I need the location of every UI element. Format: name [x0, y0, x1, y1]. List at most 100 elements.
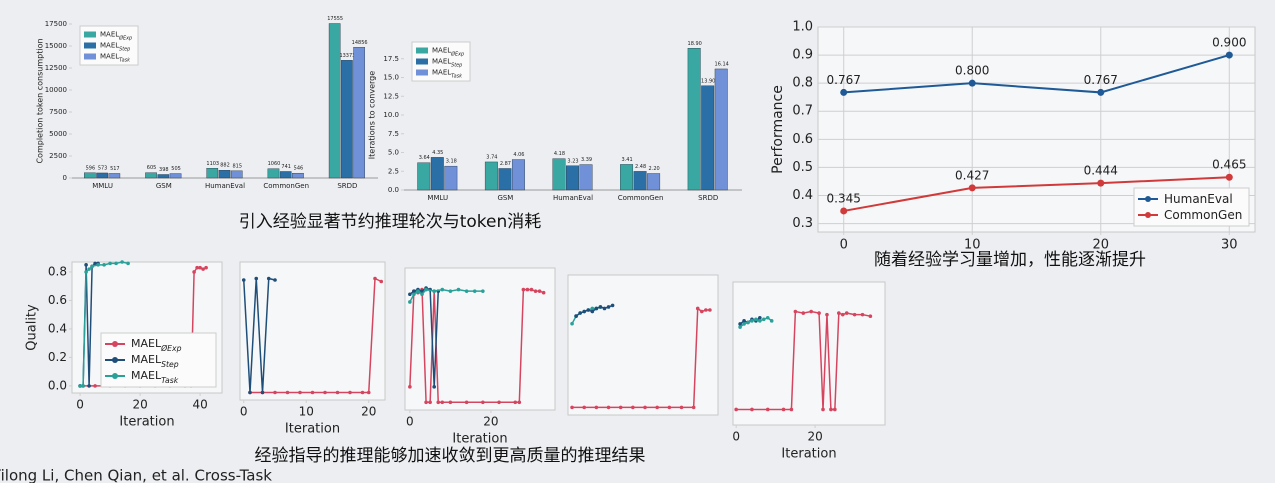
y-tick-label: 10.0 — [383, 111, 399, 119]
x-tick-label: 20 — [361, 405, 376, 419]
point — [537, 289, 542, 293]
legend-swatch — [84, 31, 96, 38]
point — [541, 290, 546, 295]
x-tick-label: MMLU — [92, 182, 113, 190]
legend-name: MAEL — [131, 353, 162, 366]
y-tick-label: 2500 — [49, 152, 67, 160]
x-tick-label: CommonGen — [263, 182, 309, 190]
point — [379, 279, 384, 284]
legend-label: MAELØExp — [100, 31, 132, 42]
point — [631, 405, 635, 410]
point — [570, 321, 574, 326]
bar — [714, 68, 728, 191]
legend-swatch — [416, 69, 428, 76]
value-label: 2.48 — [635, 164, 646, 170]
point — [198, 265, 202, 270]
point — [192, 270, 196, 274]
point — [704, 308, 708, 312]
bar — [498, 168, 512, 191]
point — [529, 287, 534, 292]
point — [78, 384, 82, 388]
point — [833, 407, 837, 412]
point — [348, 390, 352, 395]
point — [323, 390, 327, 395]
point — [765, 315, 770, 320]
legend-swatch — [416, 58, 428, 65]
bar — [417, 162, 431, 191]
point — [436, 400, 441, 405]
value-label: 4.35 — [432, 150, 443, 156]
value-label: 1103 — [206, 161, 219, 167]
point — [517, 400, 522, 405]
y-tick-label: 5000 — [49, 130, 67, 138]
point — [742, 322, 746, 326]
value-label: 14856 — [352, 40, 368, 46]
point — [420, 289, 424, 293]
point — [840, 207, 848, 215]
legend-name: MAEL — [432, 58, 451, 66]
bar — [633, 171, 647, 191]
bar — [620, 164, 634, 191]
point — [758, 319, 762, 323]
point — [860, 312, 865, 317]
point — [408, 292, 412, 297]
y-tick-label: 0.6 — [792, 132, 813, 147]
point — [84, 263, 88, 267]
point — [738, 322, 742, 326]
legend-name: MAEL — [100, 31, 119, 39]
bar — [511, 159, 525, 191]
footer: Yilong Li, Chen Qian, et al. Cross-Task — [0, 467, 272, 483]
bar — [430, 157, 444, 191]
point — [412, 292, 416, 297]
legend-marker — [112, 341, 118, 347]
y-tick-label: 17.5 — [383, 55, 399, 63]
point — [260, 390, 265, 395]
point — [691, 405, 696, 410]
point — [254, 276, 259, 281]
legend-label: MAELStep — [432, 58, 462, 69]
point — [594, 405, 599, 410]
x-tick-label: 20 — [807, 430, 822, 444]
point — [1225, 173, 1233, 181]
point — [81, 384, 85, 388]
x-tick-label: 0 — [240, 405, 248, 419]
point — [750, 407, 754, 412]
legend-swatch — [84, 42, 96, 49]
plot-frame — [239, 261, 386, 401]
point — [120, 260, 124, 264]
point — [360, 390, 365, 395]
value-label: 3.64 — [419, 155, 430, 161]
value-label: 0.767 — [827, 73, 861, 87]
x-tick-label: MMLU — [427, 194, 448, 202]
legend-label: CommonGen — [1164, 208, 1242, 222]
point — [590, 309, 595, 314]
bar — [169, 173, 182, 179]
point — [758, 315, 762, 320]
bar — [279, 171, 292, 179]
y-axis-label: Quality — [25, 304, 40, 351]
value-label: 0.465 — [1212, 158, 1246, 172]
point — [201, 267, 205, 271]
point — [769, 319, 774, 323]
bar — [206, 168, 219, 179]
point — [285, 390, 290, 395]
x-tick-label: 0 — [732, 430, 740, 444]
point — [1097, 179, 1105, 187]
value-label: 741 — [281, 164, 291, 170]
point — [667, 405, 672, 410]
x-tick-label: 20 — [132, 398, 147, 412]
point — [809, 309, 813, 314]
value-label: 0.427 — [955, 168, 989, 182]
value-label: 3.39 — [581, 157, 592, 163]
legend-label: HumanEval — [1164, 192, 1233, 206]
bar — [484, 161, 498, 191]
point — [643, 405, 647, 410]
point — [817, 311, 821, 315]
y-tick-label: 0.4 — [792, 188, 813, 203]
plot-frame — [732, 281, 886, 426]
value-label: 3.18 — [446, 159, 457, 165]
value-label: 2.20 — [649, 166, 660, 172]
point — [968, 184, 976, 192]
